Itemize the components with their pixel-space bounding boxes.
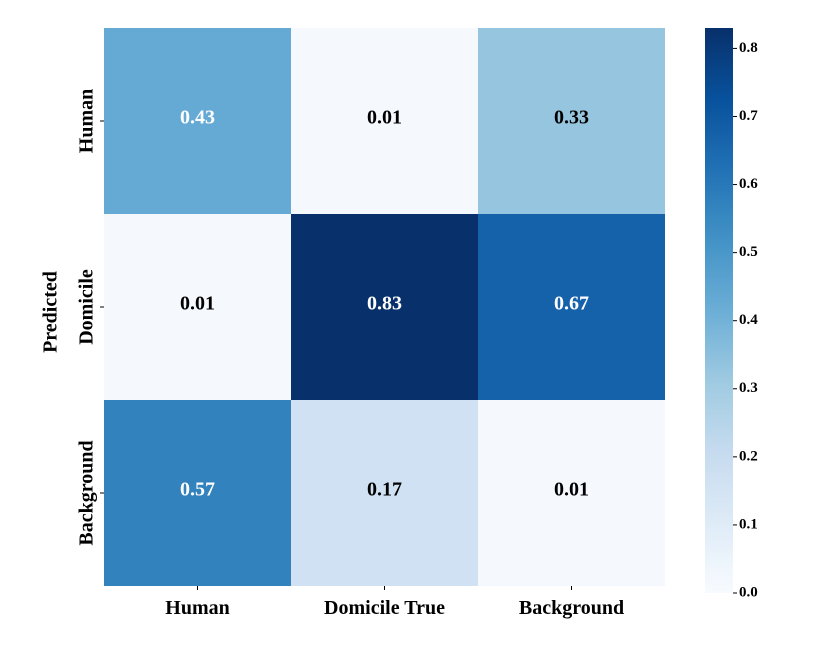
cell-value-label: 0.17 bbox=[367, 479, 402, 501]
x-tick-label: Domicile True bbox=[324, 597, 445, 619]
cell-value-label: 0.57 bbox=[180, 479, 215, 501]
heatmap-cell-labels: 0.43 0.01 0.33 0.01 0.83 0.67 0.57 0.17 0.01 bbox=[180, 107, 589, 501]
x-axis-ticks: Human Domicile True Background bbox=[165, 586, 624, 619]
heatmap-cell-2-1 bbox=[291, 400, 478, 586]
cell-value-label: 0.33 bbox=[554, 107, 589, 129]
heatmap-cell-1-2 bbox=[478, 214, 665, 400]
heatmap-cell-1-0 bbox=[104, 214, 291, 400]
x-tick-label: Background bbox=[519, 597, 624, 619]
cell-value-label: 0.83 bbox=[367, 293, 402, 315]
y-tick-label: Human bbox=[76, 89, 98, 153]
colorbar-tick-label: 0.3 bbox=[739, 380, 758, 396]
heatmap-cell-0-0 bbox=[104, 28, 291, 214]
colorbar-tick-label: 0.2 bbox=[739, 448, 758, 464]
heatmap-cell-2-0 bbox=[104, 400, 291, 586]
colorbar-tick-label: 0.7 bbox=[739, 108, 758, 124]
x-tick-label: Human bbox=[165, 597, 229, 619]
y-tick-label: Background bbox=[76, 440, 98, 545]
cell-value-label: 0.01 bbox=[367, 107, 402, 129]
cell-value-label: 0.43 bbox=[180, 107, 215, 129]
heatmap-cell-1-1 bbox=[291, 214, 478, 400]
cell-value-label: 0.67 bbox=[554, 293, 589, 315]
heatmap-cell-0-2 bbox=[478, 28, 665, 214]
y-axis-label: Predicted bbox=[40, 271, 62, 353]
colorbar bbox=[705, 28, 733, 593]
colorbar-tick-label: 0.1 bbox=[739, 516, 758, 532]
heatmap-cell-0-1 bbox=[291, 28, 478, 214]
cell-value-label: 0.01 bbox=[554, 479, 589, 501]
cell-value-label: 0.01 bbox=[180, 293, 215, 315]
colorbar-ticks: 0.0 0.1 0.2 0.3 0.4 0.5 0.6 0.7 0.8 bbox=[733, 40, 758, 600]
colorbar-tick-label: 0.6 bbox=[739, 176, 758, 192]
y-tick-label: Domicile bbox=[76, 269, 98, 345]
colorbar-tick-label: 0.4 bbox=[739, 312, 758, 328]
heatmap-cell-2-2 bbox=[478, 400, 665, 586]
colorbar-tick-label: 0.5 bbox=[739, 244, 758, 260]
colorbar-tick-label: 0.8 bbox=[739, 40, 758, 56]
heatmap-cells bbox=[104, 28, 665, 586]
y-axis-ticks: Human Domicile Background bbox=[76, 89, 104, 546]
colorbar-tick-label: 0.0 bbox=[739, 584, 758, 600]
